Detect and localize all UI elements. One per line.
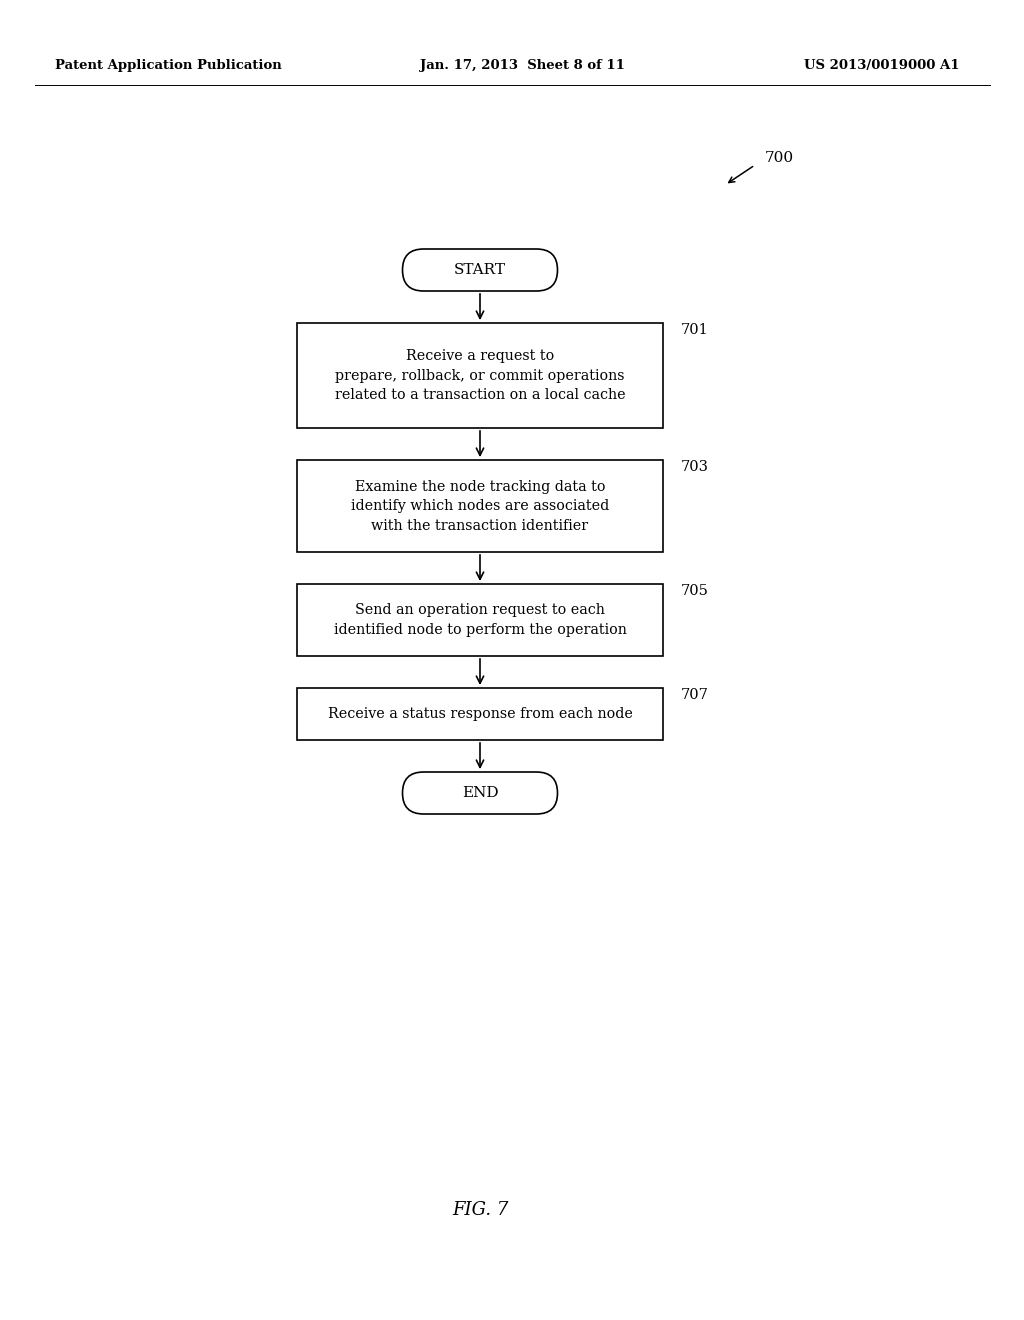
Text: Patent Application Publication: Patent Application Publication: [55, 58, 282, 71]
Bar: [298, 688, 663, 741]
Text: Receive a status response from each node: Receive a status response from each node: [328, 708, 633, 721]
Text: Jan. 17, 2013  Sheet 8 of 11: Jan. 17, 2013 Sheet 8 of 11: [420, 58, 625, 71]
Text: FIG. 7: FIG. 7: [452, 1201, 508, 1218]
Text: Send an operation request to each
identified node to perform the operation: Send an operation request to each identi…: [334, 603, 627, 636]
Bar: [298, 323, 663, 428]
Text: 700: 700: [765, 150, 795, 165]
FancyBboxPatch shape: [402, 249, 557, 290]
Text: 705: 705: [681, 583, 709, 598]
Text: 707: 707: [681, 688, 709, 702]
Text: Receive a request to
prepare, rollback, or commit operations
related to a transa: Receive a request to prepare, rollback, …: [335, 348, 626, 403]
Text: START: START: [454, 263, 506, 277]
Text: Examine the node tracking data to
identify which nodes are associated
with the t: Examine the node tracking data to identi…: [351, 479, 609, 532]
Text: 703: 703: [681, 459, 709, 474]
Bar: [298, 583, 663, 656]
Text: US 2013/0019000 A1: US 2013/0019000 A1: [805, 58, 961, 71]
FancyBboxPatch shape: [402, 772, 557, 814]
Text: END: END: [462, 785, 499, 800]
Text: 701: 701: [681, 323, 709, 337]
Bar: [298, 459, 663, 552]
